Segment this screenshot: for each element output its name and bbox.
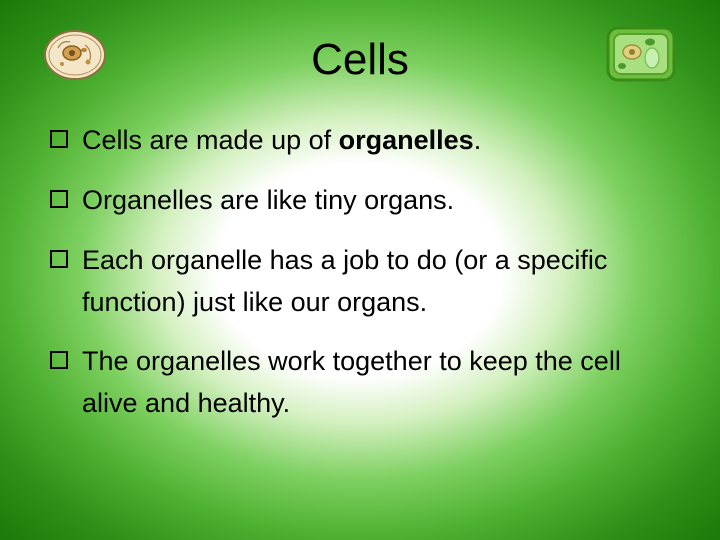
header: Cells (40, 20, 680, 100)
text-suffix: . (474, 125, 482, 155)
bullet-square-icon (50, 250, 68, 268)
list-item: Cells are made up of organelles. (50, 120, 680, 162)
bullet-text: Organelles are like tiny organs. (82, 180, 680, 222)
list-item: Organelles are like tiny organs. (50, 180, 680, 222)
text-prefix: Each organelle has a job to do (or a spe… (82, 245, 607, 317)
text-prefix: Organelles are like tiny organs. (82, 185, 454, 215)
bullet-square-icon (50, 190, 68, 208)
list-item: The organelles work together to keep the… (50, 341, 680, 425)
text-prefix: The organelles work together to keep the… (82, 346, 621, 418)
list-item: Each organelle has a job to do (or a spe… (50, 240, 680, 324)
animal-cell-icon (40, 20, 110, 95)
bullet-text: The organelles work together to keep the… (82, 341, 680, 425)
text-bold: organelles (339, 125, 474, 155)
bullet-text: Each organelle has a job to do (or a spe… (82, 240, 680, 324)
plant-cell-icon (602, 20, 680, 93)
content: Cells are made up of organelles. Organel… (40, 120, 680, 425)
text-prefix: Cells are made up of (82, 125, 339, 155)
bullet-square-icon (50, 130, 68, 148)
slide: Cells Cells are made up of organelles. (0, 0, 720, 540)
bullet-text: Cells are made up of organelles. (82, 120, 680, 162)
page-title: Cells (311, 35, 409, 85)
bullet-square-icon (50, 351, 68, 369)
